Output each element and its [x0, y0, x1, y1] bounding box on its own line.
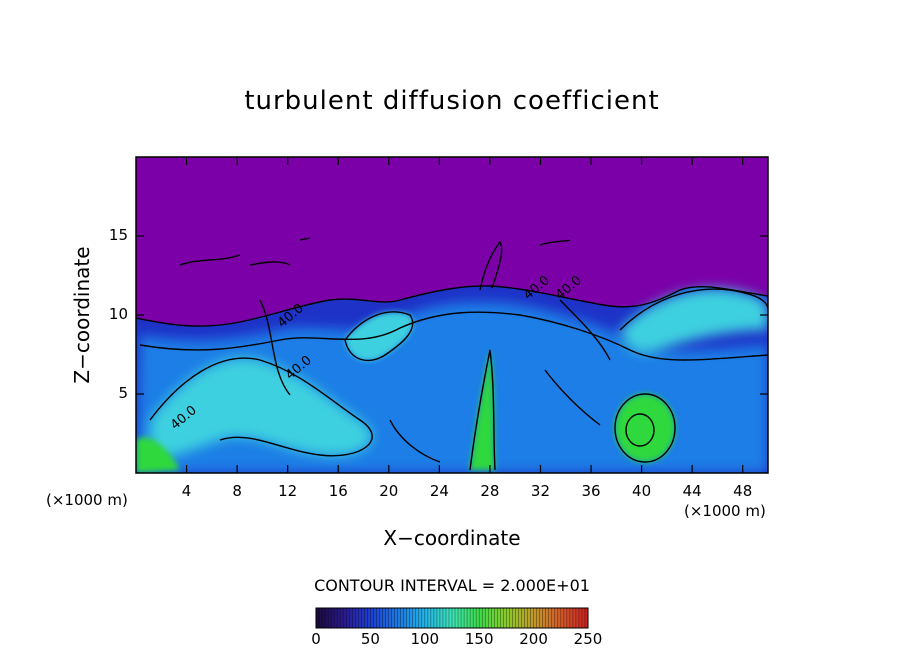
y-axis-label: Z−coordinate — [70, 246, 94, 384]
colorbar-tick-label: 250 — [573, 630, 603, 648]
field-column-center — [470, 350, 495, 470]
x-tick-label: 4 — [181, 482, 192, 500]
x-axis-label: X−coordinate — [383, 526, 521, 550]
colorbar-tick-label: 150 — [464, 630, 494, 648]
colorbar-tick-label: 50 — [360, 630, 380, 648]
contour-interval-label: CONTOUR INTERVAL = 2.000E+01 — [314, 576, 590, 595]
contour-line — [469, 349, 496, 471]
x-tick-label: 36 — [581, 482, 601, 500]
contour-line — [149, 357, 373, 457]
contour-line — [259, 299, 441, 463]
chart-title: turbulent diffusion coefficient — [244, 86, 660, 116]
x-tick-label: 28 — [480, 482, 500, 500]
x-tick-label: 32 — [530, 482, 551, 500]
field-region-high — [150, 358, 373, 459]
x-tick-label: 8 — [232, 482, 242, 500]
field-band-right — [620, 289, 768, 354]
x-tick-label: 20 — [379, 482, 399, 500]
colorbar-stripes — [318, 608, 586, 628]
colorbar-tick-label: 200 — [519, 630, 548, 648]
colorbar-tick-label: 0 — [311, 630, 321, 648]
y-tick-label: 5 — [118, 384, 128, 402]
contour-line — [625, 413, 655, 447]
contour-line — [139, 311, 768, 361]
x-tick-label: 44 — [682, 482, 702, 500]
diffusion-field: 40.040.040.040.040.0 — [136, 157, 768, 473]
contour-line — [619, 288, 768, 331]
x-tick-label: 48 — [733, 482, 753, 500]
field-peak-right — [615, 394, 675, 462]
contour-line — [136, 285, 768, 327]
colorbar-tick-label: 100 — [410, 630, 440, 648]
x-tick-label: 12 — [278, 482, 298, 500]
x-tick-label: 16 — [328, 482, 348, 500]
y-tick-label: 10 — [108, 305, 128, 323]
axis-ticks — [136, 157, 768, 473]
contour-lines — [136, 237, 768, 471]
x-tick-label: 24 — [429, 482, 449, 500]
x-unit-label-left: (×1000 m) — [46, 491, 128, 509]
contour-line — [179, 237, 571, 266]
x-tick-label: 40 — [632, 482, 652, 500]
x-unit-label-right: (×1000 m) — [684, 502, 766, 520]
y-tick-label: 15 — [108, 226, 128, 244]
colorbar — [315, 607, 589, 629]
contour-line — [614, 393, 676, 463]
contour-line — [479, 240, 503, 291]
field-floor-left — [136, 437, 180, 473]
contour-line — [344, 311, 414, 362]
contour-line — [544, 299, 611, 426]
